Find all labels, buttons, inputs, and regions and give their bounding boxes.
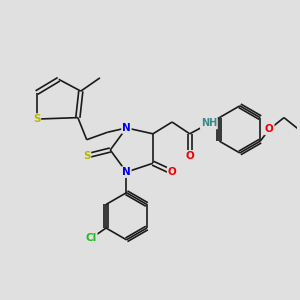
Text: NH: NH — [201, 118, 217, 128]
Text: O: O — [265, 124, 274, 134]
Text: Cl: Cl — [85, 233, 97, 243]
Text: N: N — [122, 123, 131, 133]
Text: S: S — [33, 114, 40, 124]
Text: N: N — [122, 167, 131, 177]
Text: O: O — [168, 167, 176, 177]
Text: S: S — [83, 151, 90, 161]
Text: O: O — [185, 151, 194, 161]
